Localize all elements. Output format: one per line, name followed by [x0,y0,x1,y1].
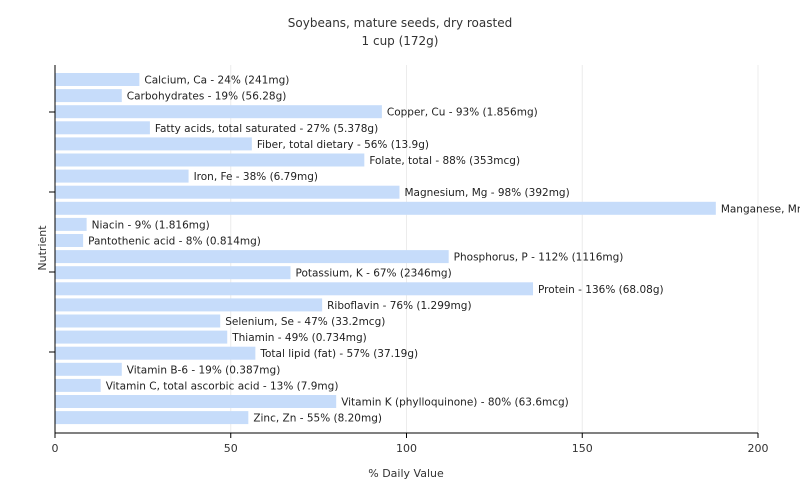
bar [55,314,221,328]
x-tick-label: 0 [52,442,59,455]
x-tick-label: 50 [224,442,238,455]
bar [55,185,400,199]
bar-label: Phosphorus, P - 112% (1116mg) [454,252,624,264]
bar [55,201,716,215]
bar-label: Zinc, Zn - 55% (8.20mg) [253,413,382,425]
bar [55,89,122,103]
bars-group: Calcium, Ca - 24% (241mg) Carbohydrates -… [55,73,800,425]
bar-label: Manganese, Mn - 188% (3.756mg) [721,203,800,215]
bar-label: Vitamin K (phylloquinone) - 80% (63.6mcg… [341,397,569,409]
bar [55,362,122,376]
bar-label: Thiamin - 49% (0.734mg) [231,332,367,344]
bar-label: Carbohydrates - 19% (56.28g) [127,91,287,103]
bar-label: Total lipid (fat) - 57% (37.19g) [259,348,418,360]
bar-label: Riboflavin - 76% (1.299mg) [327,300,471,312]
bar-label: Niacin - 9% (1.816mg) [92,219,210,231]
bar [55,121,150,135]
bar [55,153,365,167]
bar [55,395,337,408]
bar-label: Protein - 136% (68.08g) [538,284,664,296]
bar [55,346,256,360]
bar [55,282,534,296]
bar [55,234,84,247]
bar [55,137,252,151]
bar [55,298,323,312]
bar [55,266,291,280]
bar-label: Pantothenic acid - 8% (0.814mg) [88,236,261,248]
bar-label: Iron, Fe - 38% (6.79mg) [194,171,318,183]
bar [55,217,87,231]
grid-lines [230,65,759,433]
bar-label: Fatty acids, total saturated - 27% (5.37… [155,123,378,135]
bar [55,411,249,425]
bar-label: Selenium, Se - 47% (33.2mcg) [225,316,385,328]
x-tick-label: 150 [572,442,593,455]
bar-label: Copper, Cu - 93% (1.856mg) [387,107,538,119]
x-axis-label: % Daily Value [368,467,444,480]
bar-label: Vitamin B-6 - 19% (0.387mg) [127,364,281,376]
bar-label: Vitamin C, total ascorbic acid - 13% (7.… [106,380,339,392]
bar [55,378,101,392]
bar [55,330,228,344]
x-tick-label: 100 [396,442,417,455]
bar [55,169,189,183]
bar-label: Potassium, K - 67% (2346mg) [296,268,452,280]
x-tick-label: 200 [748,442,769,455]
y-axis-label: Nutrient [36,225,49,271]
bar [55,73,140,86]
bar-label: Folate, total - 88% (353mcg) [369,155,520,167]
bar-label: Fiber, total dietary - 56% (13.9g) [257,139,429,151]
bar-label: Magnesium, Mg - 98% (392mg) [404,187,569,199]
bar [55,250,449,264]
axes-group: 0 50 100 150 200 [49,65,769,455]
chart-subtitle: 1 cup (172g) [362,34,439,48]
bar [55,105,382,119]
bar-label: Calcium, Ca - 24% (241mg) [144,75,289,87]
chart-title: Soybeans, mature seeds, dry roasted [288,16,512,30]
